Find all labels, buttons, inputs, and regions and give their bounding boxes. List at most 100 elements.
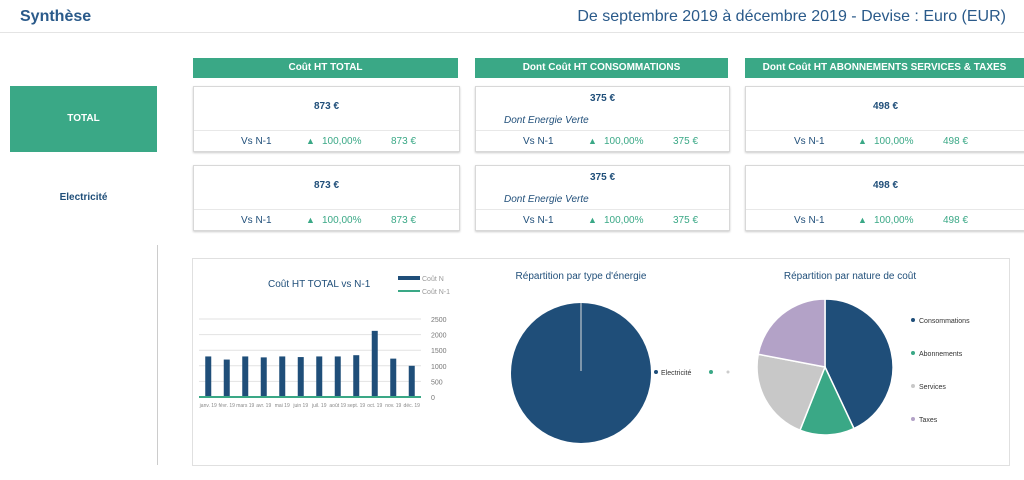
change-percent: 100,00% xyxy=(322,136,362,147)
y-tick-label: 1000 xyxy=(431,364,447,371)
previous-value: 375 € xyxy=(673,215,699,226)
kpi-value: 375 € xyxy=(589,93,616,104)
legend-dot xyxy=(911,384,915,388)
pie-slice-electricite xyxy=(511,303,651,443)
period-label: De septembre 2019 à décembre 2019 - Devi… xyxy=(577,8,1006,25)
up-arrow-icon: ▲ xyxy=(858,136,867,146)
kpi-value: 873 € xyxy=(313,101,340,112)
previous-value: 873 € xyxy=(391,136,417,147)
legend-swatch-cout-n xyxy=(398,276,420,280)
legend-label: Consommations xyxy=(919,318,970,325)
bar-cout-n xyxy=(260,357,267,397)
kpi-value: 375 € xyxy=(589,172,616,183)
x-tick-label: août 19 xyxy=(329,403,346,409)
change-percent: 100,00% xyxy=(874,136,914,147)
change-percent: 100,00% xyxy=(322,215,362,226)
energy-pie-title: Répartition par type d'énergie xyxy=(516,271,647,282)
x-tick-label: févr. 19 xyxy=(219,403,236,409)
previous-value: 375 € xyxy=(673,136,699,147)
legend-dot xyxy=(911,318,915,322)
x-tick-label: janv. 19 xyxy=(199,403,217,409)
bar-cout-n xyxy=(279,356,286,397)
pie-slice-abonnements xyxy=(798,365,855,436)
change-percent: 100,00% xyxy=(874,215,914,226)
legend-dot xyxy=(726,370,730,374)
column-header-total: Coût HT TOTAL xyxy=(193,58,458,78)
x-tick-label: sept. 19 xyxy=(347,403,365,409)
kpi-card: 498 € Vs N-1 ▲ 100,00% 498 € xyxy=(745,165,1024,231)
bar-cout-n xyxy=(223,359,230,397)
green-energy-label: Dont Energie Verte xyxy=(504,194,589,205)
vs-label: Vs N-1 xyxy=(241,136,272,147)
vs-label: Vs N-1 xyxy=(523,136,554,147)
y-tick-label: 2500 xyxy=(431,317,447,324)
x-tick-label: avr. 19 xyxy=(256,403,271,409)
legend-dot xyxy=(654,370,658,374)
comparison-row: Vs N-1 ▲ 100,00% 873 € xyxy=(194,130,459,151)
y-tick-label: 2000 xyxy=(431,333,447,340)
bar-cout-n xyxy=(205,356,212,397)
bar-chart-title: Coût HT TOTAL vs N-1 xyxy=(268,279,371,290)
column-header-abonnements: Dont Coût HT ABONNEMENTS SERVICES & TAXE… xyxy=(745,58,1024,78)
up-arrow-icon: ▲ xyxy=(588,136,597,146)
comparison-row: Vs N-1 ▲ 100,00% 873 € xyxy=(194,209,459,230)
page-title: Synthèse xyxy=(20,8,92,25)
kpi-value: 498 € xyxy=(872,101,899,112)
bar-cout-n xyxy=(353,355,360,397)
up-arrow-icon: ▲ xyxy=(588,215,597,225)
kpi-card: 498 € Vs N-1 ▲ 100,00% 498 € xyxy=(745,86,1024,152)
change-percent: 100,00% xyxy=(604,215,644,226)
bar-cout-n xyxy=(334,356,341,397)
vs-label: Vs N-1 xyxy=(241,215,272,226)
x-tick-label: mars 19 xyxy=(236,403,254,409)
kpi-card: 873 € Vs N-1 ▲ 100,00% 873 € xyxy=(193,86,460,152)
bar-cout-n xyxy=(316,356,323,397)
x-tick-label: juin 19 xyxy=(292,403,308,409)
kpi-card: 375 € Dont Energie Verte Vs N-1 ▲ 100,00… xyxy=(475,86,730,152)
comparison-row: Vs N-1 ▲ 100,00% 375 € xyxy=(476,130,729,151)
up-arrow-icon: ▲ xyxy=(306,215,315,225)
x-tick-label: mai 19 xyxy=(275,403,290,409)
bar-cout-n xyxy=(242,356,249,397)
bar-cout-n xyxy=(371,330,378,397)
x-tick-label: nov. 19 xyxy=(385,403,401,409)
y-tick-label: 0 xyxy=(431,395,435,402)
comparison-row: Vs N-1 ▲ 100,00% 498 € xyxy=(746,130,1024,151)
bar-cout-n xyxy=(408,365,415,397)
divider xyxy=(0,32,1024,33)
legend-label: Electricité xyxy=(661,370,691,377)
comparison-row: Vs N-1 ▲ 100,00% 498 € xyxy=(746,209,1024,230)
cost-pie-title: Répartition par nature de coût xyxy=(784,271,917,282)
green-energy-label: Dont Energie Verte xyxy=(504,115,589,126)
charts-panel: Coût HT TOTAL vs N-1 Coût N Coût N-1 0 500 10… xyxy=(192,258,1010,466)
legend-label: Services xyxy=(919,384,946,391)
row-label-electricite[interactable]: Electricité xyxy=(59,192,108,203)
divider xyxy=(157,245,158,465)
y-tick-label: 500 xyxy=(431,379,443,386)
kpi-card: 375 € Dont Energie Verte Vs N-1 ▲ 100,00… xyxy=(475,165,730,231)
legend-swatch-cout-n1 xyxy=(398,290,420,292)
legend-label: Coût N xyxy=(422,276,444,283)
legend-label: Coût N-1 xyxy=(422,289,450,296)
kpi-value: 873 € xyxy=(313,180,340,191)
previous-value: 498 € xyxy=(943,215,969,226)
legend-dot xyxy=(911,417,915,421)
x-tick-label: oct. 19 xyxy=(367,403,382,409)
vs-label: Vs N-1 xyxy=(794,215,825,226)
pie-slice-services xyxy=(756,353,827,432)
legend-label: Taxes xyxy=(919,417,938,424)
column-header-consommations: Dont Coût HT CONSOMMATIONS xyxy=(475,58,728,78)
x-tick-label: déc. 19 xyxy=(404,403,421,409)
x-tick-label: juil. 19 xyxy=(311,403,327,409)
bar-cout-n xyxy=(297,357,304,397)
vs-label: Vs N-1 xyxy=(794,136,825,147)
kpi-value: 498 € xyxy=(872,180,899,191)
previous-value: 498 € xyxy=(943,136,969,147)
change-percent: 100,00% xyxy=(604,136,644,147)
row-label-total[interactable]: TOTAL xyxy=(10,86,157,152)
legend-label: Abonnements xyxy=(919,351,963,358)
previous-value: 873 € xyxy=(391,215,417,226)
comparison-row: Vs N-1 ▲ 100,00% 375 € xyxy=(476,209,729,230)
up-arrow-icon: ▲ xyxy=(306,136,315,146)
legend-dot xyxy=(709,370,713,374)
